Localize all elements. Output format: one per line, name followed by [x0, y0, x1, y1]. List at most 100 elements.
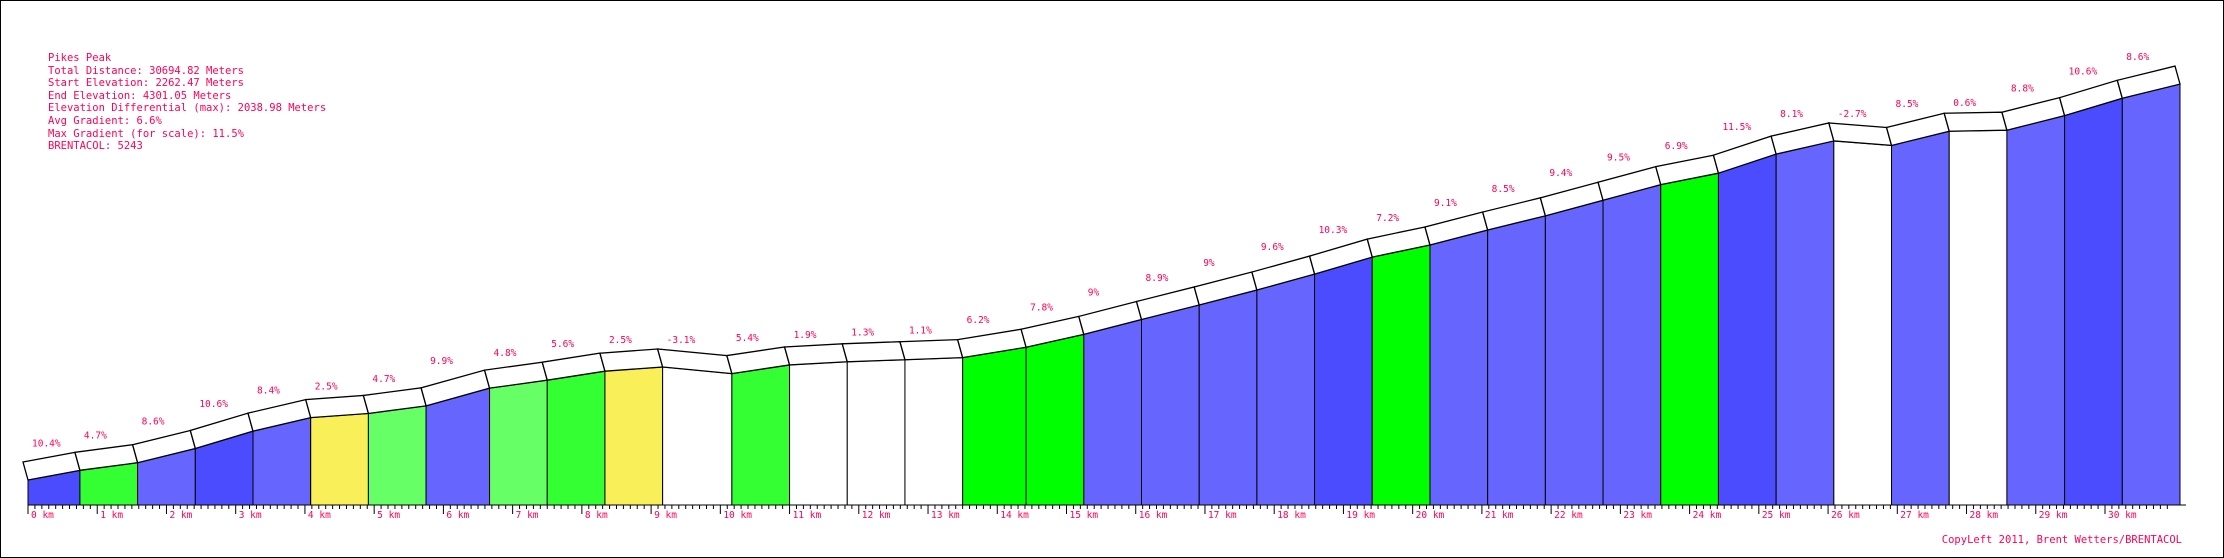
km-tick-label: 0 km — [31, 510, 54, 521]
km-tick-label: 15 km — [1069, 510, 1098, 521]
profile-segment-12 — [731, 364, 791, 506]
profile-segment-8 — [489, 379, 548, 506]
gradient-label: 7.2% — [1376, 213, 1399, 224]
gradient-labels: 10.4% 4.7% 8.6% 10.6% 8.4% 2.5% 4.7% 9.9% 4.8% 5.… — [32, 52, 2149, 449]
gradient-label: 8.1% — [1780, 109, 1803, 120]
profile-segment-29 — [1717, 153, 1777, 506]
profile-segment-18 — [1083, 318, 1143, 506]
km-tick-label: 18 km — [1277, 510, 1306, 521]
profile-segment-22 — [1314, 256, 1373, 506]
ribbon-segment-15 — [899, 338, 964, 361]
km-tick-label: 24 km — [1693, 510, 1722, 521]
profile-segment-24 — [1429, 229, 1489, 506]
profile-segment-17 — [1025, 333, 1085, 506]
ribbon-segment-36 — [2116, 65, 2181, 100]
max-gradient: Max Gradient (for scale): 11.5% — [48, 127, 244, 140]
profile-segment-5 — [310, 412, 369, 506]
km-tick-label: 8 km — [585, 510, 608, 521]
km-tick-label: 21 km — [1485, 510, 1514, 521]
profile-segment-10 — [604, 366, 664, 506]
profile-segment-19 — [1141, 304, 1200, 506]
km-tick-label: 23 km — [1623, 510, 1652, 521]
profile-segment-31 — [1833, 140, 1893, 506]
gradient-label: 9.6% — [1261, 242, 1284, 253]
km-tick-label: 4 km — [308, 510, 331, 521]
profile-segment-28 — [1660, 172, 1719, 506]
km-tick-label: 25 km — [1762, 510, 1791, 521]
profile-segment-34 — [2006, 114, 2066, 506]
profile-segment-15 — [904, 357, 964, 506]
profile-segment-9 — [546, 370, 606, 506]
gradient-label: 4.7% — [372, 374, 395, 385]
km-tick-label: 12 km — [862, 510, 891, 521]
gradient-label: -2.7% — [1838, 109, 1867, 120]
avg-gradient: Avg Gradient: 6.6% — [48, 114, 162, 127]
gradient-label: 4.7% — [84, 431, 107, 442]
profile-segment-16 — [962, 346, 1027, 506]
profile-segment-23 — [1371, 244, 1431, 506]
profile-segment-30 — [1775, 140, 1835, 506]
gradient-label: 7.8% — [1030, 302, 1053, 313]
km-tick-label: 2 km — [169, 510, 192, 521]
km-tick-label: 17 km — [1208, 510, 1237, 521]
profile-segments — [27, 83, 2181, 506]
gradient-label: 1.3% — [851, 328, 874, 339]
km-tick-label: 19 km — [1346, 510, 1375, 521]
profile-segment-14 — [846, 359, 906, 506]
gradient-label: 5.6% — [551, 339, 574, 350]
profile-segment-11 — [662, 366, 733, 506]
km-tick-label: 22 km — [1554, 510, 1583, 521]
profile-segment-33 — [1948, 129, 2008, 506]
km-tick-label: 6 km — [446, 510, 469, 521]
ribbon-segment-13 — [783, 343, 849, 366]
gradient-label: 6.9% — [1665, 141, 1688, 152]
gradient-label: 1.9% — [794, 330, 817, 341]
gradient-label: 10.6% — [2069, 66, 2098, 77]
gradient-label: 8.5% — [1896, 99, 1919, 110]
gradient-label: 11.5% — [1722, 122, 1751, 133]
km-tick-label: 30 km — [2108, 510, 2137, 521]
km-tick-label: 13 km — [931, 510, 960, 521]
km-tick-label: 1 km — [100, 510, 123, 521]
gradient-label: 8.9% — [1146, 273, 1169, 284]
gradient-label: 8.6% — [142, 416, 165, 427]
gradient-label: 9% — [1203, 258, 1215, 269]
profile-info-block: Pikes Peak Total Distance: 30694.82 Mete… — [48, 52, 326, 153]
km-tick-label: 14 km — [1000, 510, 1029, 521]
gradient-label: 10.3% — [1319, 225, 1348, 236]
profile-segment-36 — [2121, 83, 2181, 506]
km-tick-label: 16 km — [1139, 510, 1168, 521]
km-tick-label: 7 km — [516, 510, 539, 521]
start-elevation: Start Elevation: 2262.47 Meters — [48, 77, 244, 90]
elevation-differential: Elevation Differential (max): 2038.98 Me… — [48, 102, 327, 115]
km-tick-label: 27 km — [1900, 510, 1929, 521]
gradient-label: -3.1% — [667, 335, 696, 346]
profile-segment-25 — [1487, 215, 1546, 506]
km-tick-label: 28 km — [1970, 510, 1999, 521]
gradient-label: 9% — [1088, 288, 1100, 299]
profile-segment-26 — [1544, 199, 1604, 506]
km-tick-label: 29 km — [2039, 510, 2068, 521]
profile-segment-21 — [1256, 273, 1316, 506]
km-tick-label: 10 km — [723, 510, 752, 521]
km-tick-label: 5 km — [377, 510, 400, 521]
profile-title: Pikes Peak — [48, 52, 112, 64]
brentacol-score: BRENTACOL: 5243 — [48, 140, 143, 153]
gradient-label: 9.4% — [1549, 168, 1572, 179]
profile-ribbon — [22, 65, 2181, 481]
gradient-label: 9.9% — [430, 356, 453, 367]
gradient-label: 9.5% — [1607, 153, 1630, 164]
profile-segment-20 — [1198, 289, 1258, 506]
profile-segment-13 — [789, 361, 848, 506]
total-distance: Total Distance: 30694.82 Meters — [48, 64, 244, 77]
km-tick-label: 11 km — [793, 510, 822, 521]
gradient-label: 4.8% — [494, 348, 517, 359]
km-tick-label: 9 km — [654, 510, 677, 521]
distance-axis: 0 km 1 km 2 km 3 km 4 km 5 km 6 km 7 km 8 km 9 km… — [27, 504, 2186, 521]
ribbon-segment-10 — [599, 348, 664, 372]
gradient-label: 0.6% — [1953, 98, 1976, 109]
gradient-label: 8.5% — [1492, 184, 1515, 195]
profile-segment-7 — [425, 387, 491, 506]
profile-segment-27 — [1602, 183, 1662, 506]
